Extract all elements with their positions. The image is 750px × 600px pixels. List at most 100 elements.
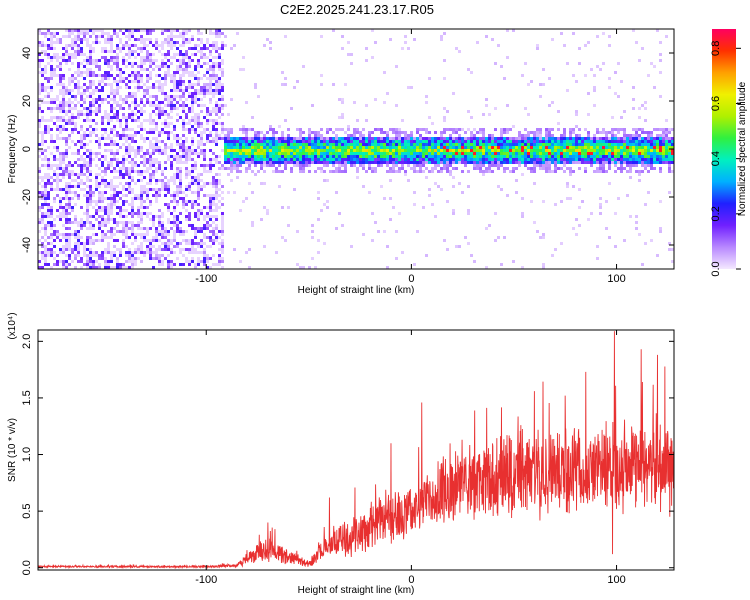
spectrogram-cell — [218, 107, 221, 110]
spectrogram-cell — [413, 158, 416, 161]
spectrogram-cell — [335, 146, 338, 149]
spectrogram-cell — [497, 164, 500, 167]
spectrogram-cell — [140, 236, 143, 239]
spectrogram-cell — [440, 158, 443, 161]
spectrogram-cell — [101, 134, 104, 137]
spectrogram-cell — [122, 77, 125, 80]
spectrogram-cell — [110, 236, 113, 239]
spectrogram-cell — [56, 119, 59, 122]
spectrogram-cell — [185, 65, 188, 68]
spectrogram-cell — [38, 167, 41, 170]
snr-ytick-label: 0.0 — [21, 560, 33, 575]
spectrogram-cell — [95, 209, 98, 212]
spectrogram-cell — [521, 149, 524, 152]
spectrogram-cell — [548, 77, 551, 80]
spectrogram-cell — [101, 206, 104, 209]
spectrogram-cell — [416, 170, 419, 173]
spectrogram-cell — [44, 44, 47, 47]
spectrogram-cell — [155, 140, 158, 143]
spectrogram-cell — [68, 263, 71, 266]
spectrogram-cell — [467, 158, 470, 161]
spectrogram-cell — [245, 146, 248, 149]
spectrogram-cell — [620, 128, 623, 131]
spectrogram-cell — [266, 137, 269, 140]
spectrogram-cell — [398, 170, 401, 173]
spectrogram-cell — [263, 152, 266, 155]
spectrogram-cell — [323, 161, 326, 164]
spectrogram-cell — [122, 62, 125, 65]
spectrogram-cell — [200, 152, 203, 155]
spectrogram-cell — [149, 128, 152, 131]
spectrogram-cell — [62, 224, 65, 227]
spectrogram-cell — [188, 131, 191, 134]
spectrogram-cell — [626, 143, 629, 146]
spectrogram-cell — [443, 140, 446, 143]
spectrogram-cell — [143, 152, 146, 155]
spectrogram-cell — [167, 239, 170, 242]
spectrogram-cell — [506, 143, 509, 146]
spectrogram-cell — [119, 212, 122, 215]
spectrogram-cell — [194, 263, 197, 266]
spectrogram-cell — [89, 224, 92, 227]
spectrogram-cell — [161, 236, 164, 239]
spectrogram-cell — [74, 104, 77, 107]
spectrogram-cell — [662, 131, 665, 134]
spectrogram-cell — [359, 158, 362, 161]
spectrogram-cell — [512, 143, 515, 146]
spectrogram-cell — [101, 239, 104, 242]
spectrogram-cell — [191, 95, 194, 98]
spectrogram-cell — [125, 158, 128, 161]
spectrogram-cell — [116, 35, 119, 38]
spectrogram-cell — [41, 206, 44, 209]
spectrogram-cell — [161, 89, 164, 92]
spectrogram-cell — [185, 56, 188, 59]
spectrogram-cell — [416, 143, 419, 146]
spectrogram-cell — [641, 104, 644, 107]
spectrogram-cell — [182, 74, 185, 77]
spectrogram-cell — [44, 245, 47, 248]
spectrogram-cell — [290, 158, 293, 161]
spectrogram-cell — [98, 95, 101, 98]
spectrogram-cell — [38, 62, 41, 65]
spectrogram-cell — [557, 155, 560, 158]
spectrogram-cell — [311, 158, 314, 161]
spectrogram-cell — [425, 137, 428, 140]
spectrogram-cell — [179, 35, 182, 38]
spectrogram-cell — [50, 185, 53, 188]
spectrogram-cell — [170, 107, 173, 110]
spectrogram-cell — [161, 53, 164, 56]
spectrogram-cell — [200, 260, 203, 263]
spectrogram-cell — [614, 134, 617, 137]
spectrogram-cell — [218, 206, 221, 209]
spectrogram-cell — [182, 83, 185, 86]
spectrogram-cell — [413, 143, 416, 146]
spectrogram-cell — [539, 146, 542, 149]
spectrogram-cell — [125, 59, 128, 62]
spectrogram-cell — [251, 140, 254, 143]
spectrogram-cell — [71, 185, 74, 188]
spectrogram-cell — [503, 131, 506, 134]
spectrogram-cell — [395, 65, 398, 68]
spectrogram-cell — [89, 164, 92, 167]
spectrogram-cell — [212, 122, 215, 125]
spectrogram-cell — [128, 47, 131, 50]
spectrogram-cell — [56, 260, 59, 263]
spectrogram-cell — [311, 230, 314, 233]
spectrogram-cell — [158, 140, 161, 143]
spectrogram-cell — [500, 143, 503, 146]
spectrogram-cell — [119, 263, 122, 266]
spectrogram-cell — [77, 236, 80, 239]
spectrogram-cell — [656, 149, 659, 152]
spectrogram-cell — [260, 155, 263, 158]
spectrogram-cell — [347, 149, 350, 152]
spectrogram-cell — [386, 149, 389, 152]
spectrogram-cell — [254, 155, 257, 158]
spectrogram-cell — [113, 218, 116, 221]
spectrogram-cell — [41, 215, 44, 218]
spectrogram-cell — [161, 44, 164, 47]
spectrogram-cell — [365, 104, 368, 107]
spectrogram-cell — [101, 182, 104, 185]
spectrogram-cell — [65, 248, 68, 251]
spectrogram-cell — [386, 146, 389, 149]
spectrogram-cell — [284, 35, 287, 38]
